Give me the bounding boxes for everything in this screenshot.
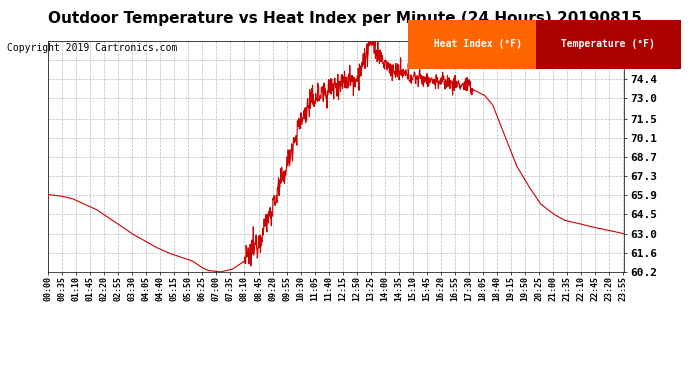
Text: Copyright 2019 Cartronics.com: Copyright 2019 Cartronics.com xyxy=(7,43,177,53)
Text: Heat Index (°F): Heat Index (°F) xyxy=(428,39,528,50)
Text: Temperature (°F): Temperature (°F) xyxy=(555,39,661,50)
Text: Outdoor Temperature vs Heat Index per Minute (24 Hours) 20190815: Outdoor Temperature vs Heat Index per Mi… xyxy=(48,11,642,26)
